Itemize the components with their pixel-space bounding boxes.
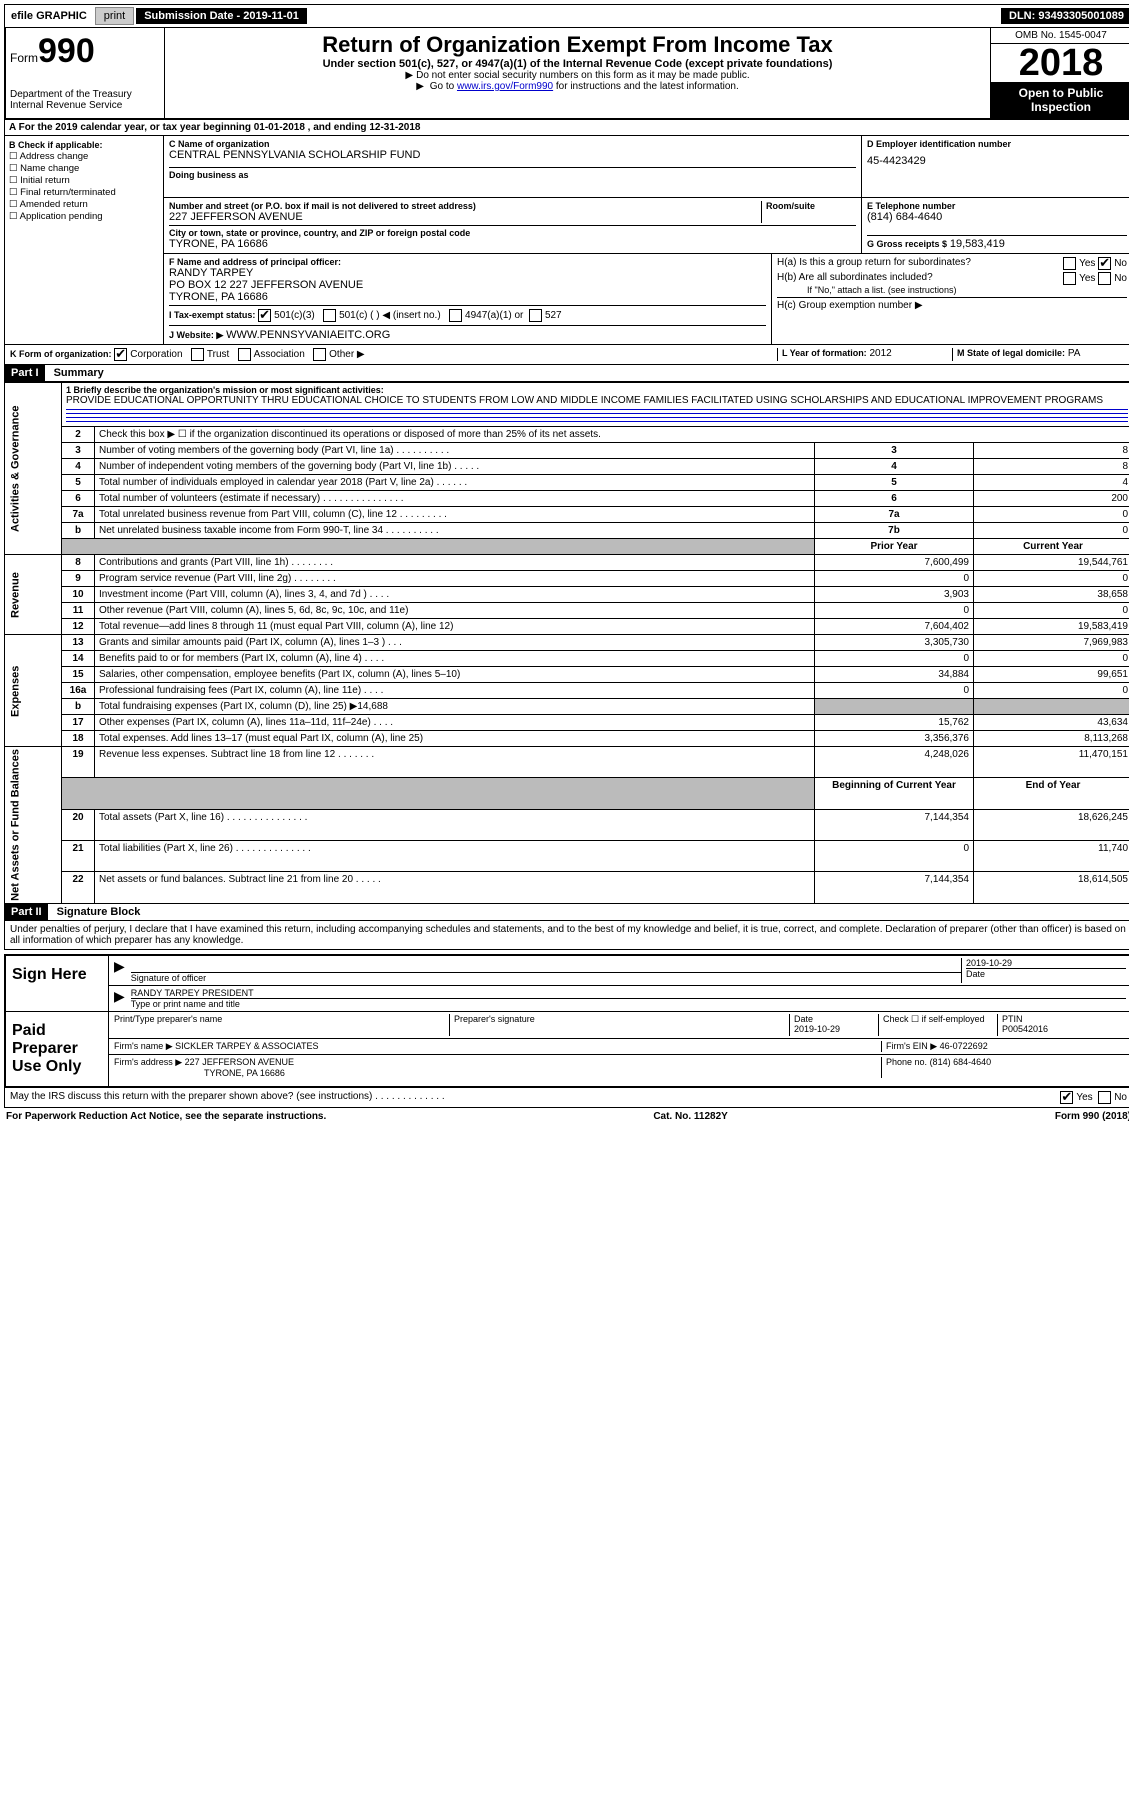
may-discuss-row: May the IRS discuss this return with the… (4, 1088, 1129, 1108)
form-header: Form990 Department of the Treasury Inter… (4, 28, 1129, 120)
arrow-icon: ▶ (114, 958, 125, 983)
website: WWW.PENNSYVANIAEITC.ORG (226, 329, 390, 341)
page-footer: For Paperwork Reduction Act Notice, see … (4, 1108, 1129, 1125)
chk-amended[interactable]: ☐ Amended return (9, 199, 159, 210)
firm-addr: 227 JEFFERSON AVENUE (185, 1057, 294, 1067)
org-name: CENTRAL PENNSYLVANIA SCHOLARSHIP FUND (169, 149, 856, 161)
chk-name[interactable]: ☐ Name change (9, 163, 159, 174)
chk-corp[interactable] (114, 348, 127, 361)
chk-final[interactable]: ☐ Final return/terminated (9, 187, 159, 198)
ha-no[interactable] (1098, 257, 1111, 270)
dln-label: DLN: 93493305001089 (1001, 8, 1129, 24)
chk-other[interactable] (313, 348, 326, 361)
col-b: B Check if applicable: ☐ Address change … (5, 136, 164, 344)
paid-prep-label: Paid Preparer Use Only (6, 1012, 109, 1086)
sign-here-label: Sign Here (6, 956, 109, 1011)
ptin: P00542016 (1002, 1024, 1122, 1034)
goto-note: Go to www.irs.gov/Form990 for instructio… (169, 81, 986, 92)
side-expenses: Expenses (5, 635, 62, 747)
top-toolbar: efile GRAPHIC print Submission Date - 20… (4, 4, 1129, 28)
discuss-no[interactable] (1098, 1091, 1111, 1104)
signature-block: Sign Here ▶ Signature of officer 2019-10… (4, 954, 1129, 1088)
part2-header: Part II Signature Block (4, 904, 1129, 921)
chk-address[interactable]: ☐ Address change (9, 151, 159, 162)
chk-trust[interactable] (191, 348, 204, 361)
row-a: A For the 2019 calendar year, or tax yea… (4, 120, 1129, 136)
telephone: (814) 684-4640 (867, 211, 1127, 223)
declaration: Under penalties of perjury, I declare th… (4, 921, 1129, 950)
officer-typed: RANDY TARPEY PRESIDENT (131, 988, 1126, 998)
chk-501c[interactable] (323, 309, 336, 322)
open-public: Open to Public Inspection (991, 82, 1129, 118)
block-bcde: B Check if applicable: ☐ Address change … (4, 136, 1129, 345)
ein-label: D Employer identification number (867, 139, 1127, 149)
efile-label: efile GRAPHIC (5, 8, 93, 24)
irs-link[interactable]: www.irs.gov/Form990 (457, 81, 553, 92)
arrow-icon: ▶ (114, 988, 125, 1009)
print-button[interactable]: print (95, 7, 134, 25)
side-revenue: Revenue (5, 555, 62, 635)
firm-ein: 46-0722692 (940, 1041, 988, 1051)
chk-assoc[interactable] (238, 348, 251, 361)
chk-527[interactable] (529, 309, 542, 322)
submission-date: Submission Date - 2019-11-01 (136, 8, 307, 24)
city-state-zip: TYRONE, PA 16686 (169, 238, 856, 250)
row-klm: K Form of organization: Corporation Trus… (4, 345, 1129, 365)
chk-pending[interactable]: ☐ Application pending (9, 211, 159, 222)
form-title: Return of Organization Exempt From Incom… (169, 32, 986, 58)
form-number: Form990 (10, 32, 160, 71)
chk-initial[interactable]: ☐ Initial return (9, 175, 159, 186)
dept-label: Department of the Treasury Internal Reve… (10, 89, 160, 111)
chk-501c3[interactable] (258, 309, 271, 322)
discuss-yes[interactable] (1060, 1091, 1073, 1104)
tax-year: 2018 (991, 44, 1129, 82)
street-address: 227 JEFFERSON AVENUE (169, 211, 761, 223)
hb-no[interactable] (1098, 272, 1111, 285)
firm-phone: (814) 684-4640 (930, 1057, 992, 1067)
officer-name: RANDY TARPEY (169, 267, 766, 279)
firm-name: SICKLER TARPEY & ASSOCIATES (175, 1041, 318, 1051)
ein-value: 45-4423429 (867, 155, 1127, 167)
hb-yes[interactable] (1063, 272, 1076, 285)
year-formation: 2012 (869, 348, 891, 359)
chk-4947[interactable] (449, 309, 462, 322)
sig-date: 2019-10-29 (966, 958, 1126, 968)
part1-header: Part I Summary (4, 365, 1129, 382)
summary-table: Activities & Governance 1 Briefly descri… (4, 382, 1129, 904)
side-netassets: Net Assets or Fund Balances (5, 747, 62, 904)
side-activities: Activities & Governance (5, 383, 62, 555)
mission-text: PROVIDE EDUCATIONAL OPPORTUNITY THRU EDU… (66, 395, 1128, 406)
form-subtitle: Under section 501(c), 527, or 4947(a)(1)… (169, 58, 986, 70)
prep-date: 2019-10-29 (794, 1024, 874, 1034)
ha-yes[interactable] (1063, 257, 1076, 270)
gross-receipts: 19,583,419 (950, 238, 1005, 250)
state-domicile: PA (1068, 348, 1081, 359)
ssn-note: Do not enter social security numbers on … (169, 70, 986, 81)
